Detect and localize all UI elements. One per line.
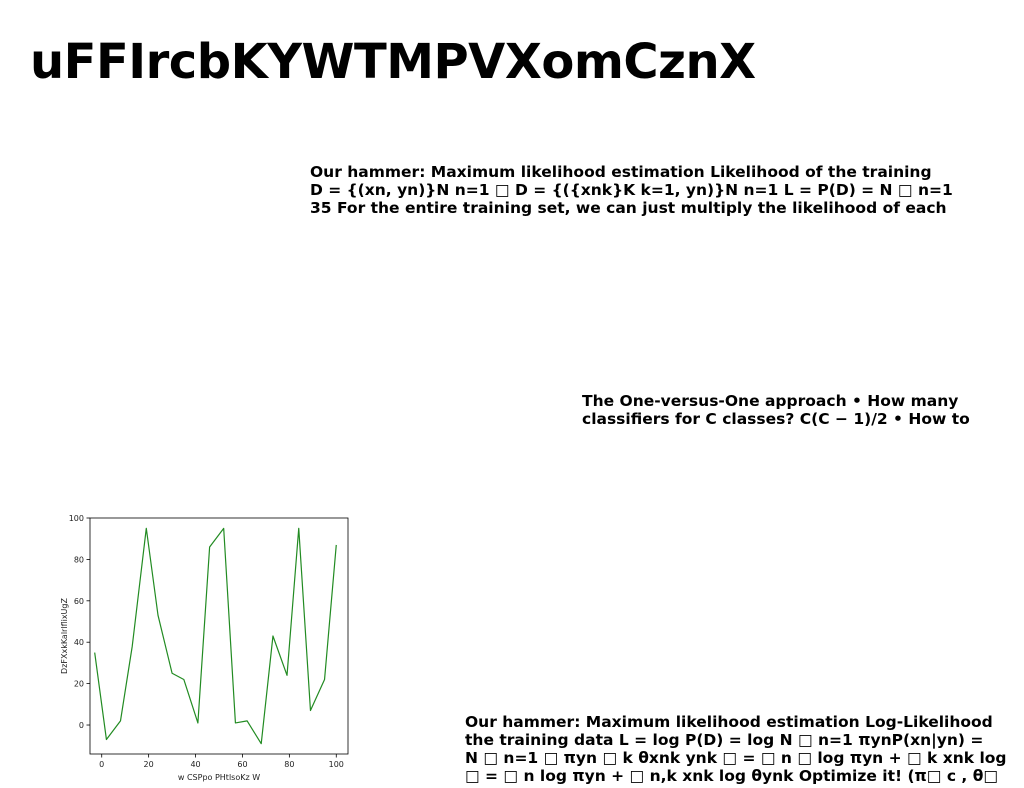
y-tick-label: 0 <box>79 721 84 730</box>
x-tick-label: 0 <box>99 760 104 769</box>
plot-frame <box>89 517 349 755</box>
x-axis-label: w CSPpo PHtlsoKz W <box>178 773 260 782</box>
text-block-one-versus-one: The One-versus-One approach • How many c… <box>582 392 970 428</box>
text-line: N □ n=1 □ πyn □ k θxnk ynk □ = □ n □ log… <box>465 749 1007 767</box>
text-line: classifiers for C classes? C(C − 1)/2 • … <box>582 410 970 428</box>
text-line: The One-versus-One approach • How many <box>582 392 959 410</box>
x-tick-label: 60 <box>237 760 247 769</box>
line-chart: 0 20 40 60 80 100 0 20 40 60 80 100 w CSPpo PHtlsoKz… <box>50 508 360 788</box>
x-tick-label: 40 <box>190 760 200 769</box>
page-title: uFFIrcbKYWTMPVXomCznX <box>30 34 756 90</box>
text-line: □ = □ n log πyn + □ n,k xnk log θynk Opt… <box>465 767 999 785</box>
y-tick-label: 80 <box>74 555 84 564</box>
y-tick-label: 20 <box>74 680 84 689</box>
y-tick-label: 60 <box>74 597 84 606</box>
text-line: the training data L = log P(D) = log N □… <box>465 731 984 749</box>
series-line <box>94 527 337 745</box>
y-tick-label: 100 <box>69 514 84 523</box>
text-block-likelihood: Our hammer: Maximum likelihood estimatio… <box>310 163 953 217</box>
text-line: Our hammer: Maximum likelihood estimatio… <box>310 163 932 181</box>
text-line: Our hammer: Maximum likelihood estimatio… <box>465 713 993 731</box>
y-tick-label: 40 <box>74 638 84 647</box>
line-chart-svg: 0 20 40 60 80 100 0 20 40 60 80 100 w CSPpo PHtlsoKz… <box>60 514 349 782</box>
x-tick-label: 80 <box>284 760 294 769</box>
y-axis-label: DzFXxkKalrlflixUgZ <box>60 598 69 674</box>
text-block-log-likelihood: Our hammer: Maximum likelihood estimatio… <box>465 713 1007 785</box>
text-line: D = {(xn, yn)}N n=1 □ D = {({xnk}K k=1, … <box>310 181 953 199</box>
text-line: 35 For the entire training set, we can j… <box>310 199 947 217</box>
x-tick-label: 20 <box>144 760 154 769</box>
x-tick-label: 100 <box>329 760 344 769</box>
